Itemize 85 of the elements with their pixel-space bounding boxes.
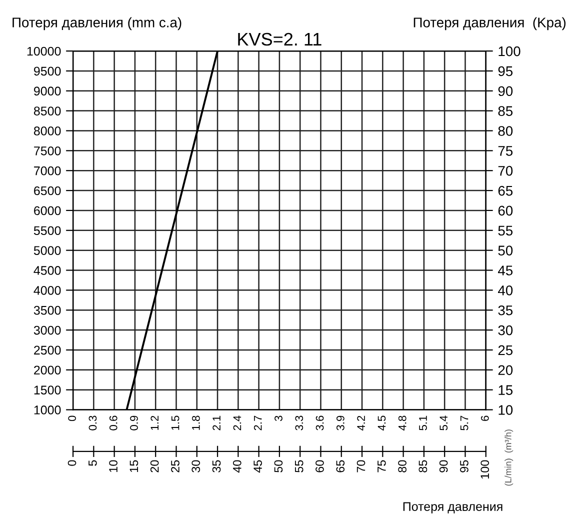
y2-tick-label: 45 bbox=[498, 266, 513, 276]
y-tick-label: 6000 bbox=[34, 206, 61, 216]
x2-tick-label: 30 bbox=[192, 460, 200, 472]
y-tick-label: 5000 bbox=[34, 246, 61, 255]
y2-axis-title: Потеря давления (Kpa) bbox=[414, 17, 566, 30]
y2-tick-label: 15 bbox=[498, 385, 513, 395]
x-tick-label: 4.5 bbox=[378, 416, 386, 430]
x-tick-label: 1.5 bbox=[171, 416, 180, 430]
chart-title: KVS=2. 11 bbox=[238, 32, 322, 46]
y-tick-label: 3000 bbox=[34, 326, 61, 335]
y-tick-label: 7500 bbox=[34, 146, 61, 156]
x-tick-label: 6 bbox=[480, 416, 489, 421]
x2-tick-label: 90 bbox=[439, 460, 448, 472]
x-tick-label: 0.9 bbox=[130, 416, 138, 430]
y2-tick-label: 80 bbox=[498, 126, 513, 136]
x2-tick-label: 20 bbox=[150, 460, 159, 472]
y2-tick-label: 75 bbox=[498, 146, 513, 156]
x2-tick-label: 60 bbox=[316, 460, 324, 472]
x-tick-label: 0.6 bbox=[109, 416, 118, 430]
x2-tick-label: 25 bbox=[171, 460, 180, 472]
x2-tick-label: 15 bbox=[130, 460, 138, 472]
y-tick-label: 8500 bbox=[34, 106, 61, 116]
y-tick-label: 2500 bbox=[34, 346, 61, 355]
x-tick-label: 4.8 bbox=[398, 416, 406, 430]
x2-tick-label: 65 bbox=[336, 460, 345, 472]
y2-tick-label: 25 bbox=[498, 345, 513, 356]
y2-tick-label: 30 bbox=[498, 325, 513, 336]
y-tick-label: 1000 bbox=[34, 406, 61, 414]
y-tick-label: 4500 bbox=[34, 266, 61, 275]
y-tick-label: 10000 bbox=[27, 46, 61, 56]
x2-tick-label: 40 bbox=[232, 460, 242, 473]
x-tick-label: 5.4 bbox=[440, 416, 448, 430]
y-axis-title: Потеря давления (mm c.a) bbox=[12, 17, 182, 30]
y-tick-label: 6500 bbox=[34, 186, 61, 196]
y2-tick-label: 60 bbox=[498, 206, 513, 216]
y2-tick-label: 50 bbox=[498, 246, 513, 256]
y-tick-label: 5500 bbox=[34, 226, 61, 236]
y2-tick-label: 85 bbox=[498, 106, 513, 116]
y2-tick-label: 20 bbox=[498, 365, 513, 376]
x-tick-label: 5.7 bbox=[460, 416, 468, 430]
x-tick-label: 3.3 bbox=[295, 416, 304, 430]
x-tick-label: 2.1 bbox=[212, 416, 220, 430]
y2-tick-label: 40 bbox=[498, 286, 513, 296]
x-axis-title: Потеря давления bbox=[403, 502, 502, 514]
y2-tick-label: 70 bbox=[498, 166, 513, 176]
y2-tick-label: 95 bbox=[498, 66, 513, 76]
x-tick-label: 3.6 bbox=[316, 416, 324, 430]
y2-tick-label: 90 bbox=[498, 86, 513, 96]
x2-tick-label: 50 bbox=[274, 460, 283, 472]
x2-tick-label: 55 bbox=[295, 460, 304, 472]
x2-tick-label: 35 bbox=[212, 460, 221, 472]
x2-tick-label: 80 bbox=[398, 460, 406, 472]
x-tick-label: 2.4 bbox=[233, 416, 242, 430]
x2-tick-label: 95 bbox=[460, 460, 468, 472]
x2-tick-label: 10 bbox=[109, 460, 118, 472]
y-tick-label: 4000 bbox=[34, 286, 61, 295]
x-tick-label: 2.7 bbox=[254, 416, 262, 430]
y-tick-label: 7000 bbox=[34, 166, 61, 176]
y2-tick-label: 10 bbox=[498, 405, 513, 415]
y-tick-label: 8000 bbox=[34, 126, 61, 136]
y2-tick-label: 55 bbox=[498, 226, 513, 236]
x-tick-label: 0 bbox=[68, 416, 76, 422]
y2-tick-label: 100 bbox=[498, 46, 520, 56]
x-tick-label: 1.8 bbox=[192, 416, 200, 430]
y-tick-label: 9000 bbox=[34, 86, 61, 96]
x-tick-label: 3.9 bbox=[336, 416, 344, 430]
x-tick-label: 4.2 bbox=[357, 416, 365, 430]
y-tick-label: 3500 bbox=[34, 306, 61, 315]
y-tick-label: 2000 bbox=[34, 366, 61, 375]
x-tick-label: 3 bbox=[274, 416, 282, 422]
x-tick-label: 1.2 bbox=[150, 416, 158, 430]
x2-tick-label: 70 bbox=[356, 460, 366, 472]
x2-tick-label: 75 bbox=[378, 460, 386, 472]
x2-tick-label: 45 bbox=[254, 460, 262, 473]
y2-tick-label: 35 bbox=[498, 305, 513, 316]
y-tick-label: 9500 bbox=[34, 66, 61, 76]
x2-tick-label: 100 bbox=[480, 460, 490, 479]
x2-tick-label: 0 bbox=[68, 460, 76, 466]
text: (L/min) (m³/h) bbox=[504, 430, 514, 486]
y-tick-label: 1500 bbox=[34, 386, 61, 394]
x-tick-label: 5.1 bbox=[419, 416, 427, 430]
x2-tick-label: 5 bbox=[88, 460, 97, 466]
x-tick-label: 0.3 bbox=[88, 416, 97, 430]
y2-tick-label: 65 bbox=[498, 186, 513, 196]
x2-tick-label: 85 bbox=[418, 460, 428, 472]
